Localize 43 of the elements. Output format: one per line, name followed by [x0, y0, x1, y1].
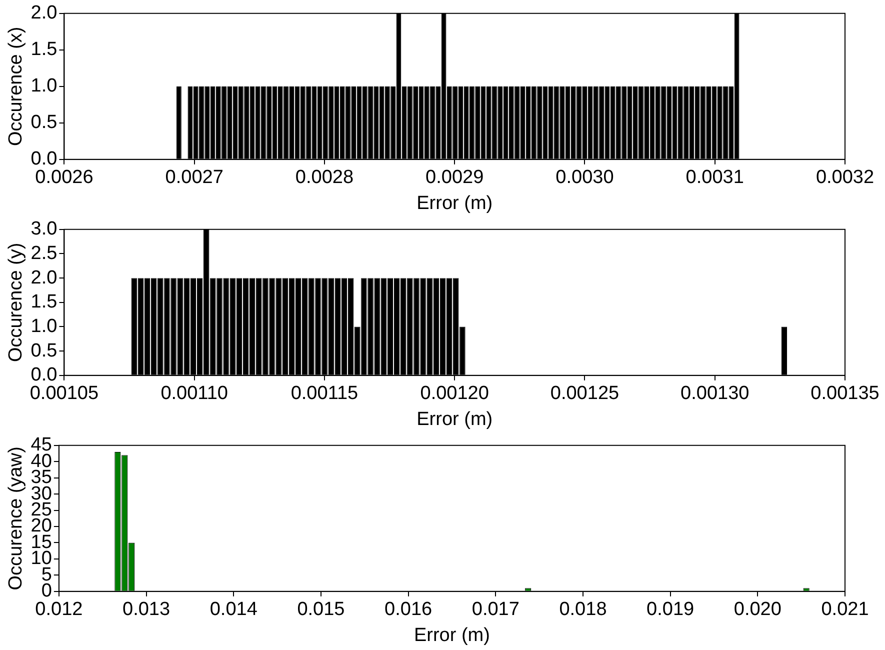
y-tick-label: 0.5: [30, 112, 58, 134]
x-tick-label: 0.012: [35, 599, 83, 620]
y-tick-label: 2.0: [30, 2, 58, 24]
y-tick-label: 3.0: [30, 218, 58, 240]
x-tick-label: 0.0029: [426, 167, 484, 188]
x-axis-title: Error (m): [416, 408, 493, 430]
y-tick-label: 1.0: [30, 76, 58, 97]
y-tick-label: 1.0: [30, 316, 58, 337]
x-tick-label: 0.00125: [550, 383, 620, 404]
x-tick-label: 0.0026: [35, 167, 94, 188]
x-tick-label: 0.00105: [30, 383, 99, 404]
x-axis-title: Error (m): [416, 192, 493, 214]
y-tick-label: 0.0: [30, 148, 58, 170]
y-tick-label: 2.0: [30, 267, 58, 288]
x-tick-label: 0.020: [734, 599, 782, 620]
x-axis-title: Error (m): [414, 624, 490, 646]
y-tick-label: 0: [41, 580, 52, 602]
x-tick-label: 0.021: [821, 599, 869, 620]
x-tick-label: 0.017: [472, 599, 520, 620]
x-tick-label: 0.013: [122, 599, 170, 620]
x-tick-label: 0.00115: [290, 383, 358, 404]
x-tick-label: 0.0031: [686, 167, 744, 188]
x-tick-label: 0.0032: [816, 167, 874, 188]
y-tick-label: 0.5: [30, 340, 58, 362]
x-tick-label: 0.014: [210, 599, 258, 620]
x-tick-label: 0.016: [384, 599, 432, 620]
y-tick-label: 2.5: [30, 242, 58, 264]
x-tick-label: 0.0028: [295, 167, 354, 188]
y-axis-title: Occurence (yaw): [6, 446, 27, 590]
x-tick-label: 0.00130: [680, 383, 750, 404]
x-tick-label: 0.00135: [810, 383, 880, 404]
y-axis-title: Occurence (x): [6, 26, 27, 146]
x-tick-label: 0.019: [646, 599, 694, 620]
x-tick-label: 0.00110: [160, 383, 228, 404]
y-tick-label: 1.5: [30, 39, 58, 60]
y-tick-label: 0.0: [30, 364, 58, 386]
x-tick-label: 0.015: [297, 599, 345, 620]
x-tick-label: 0.018: [559, 599, 607, 620]
x-tick-label: 0.0030: [556, 167, 614, 188]
x-tick-label: 0.00120: [420, 383, 489, 404]
x-tick-label: 0.0027: [165, 167, 224, 188]
y-tick-label: 1.5: [30, 292, 58, 313]
y-axis-title: Occurence (y): [6, 242, 27, 362]
